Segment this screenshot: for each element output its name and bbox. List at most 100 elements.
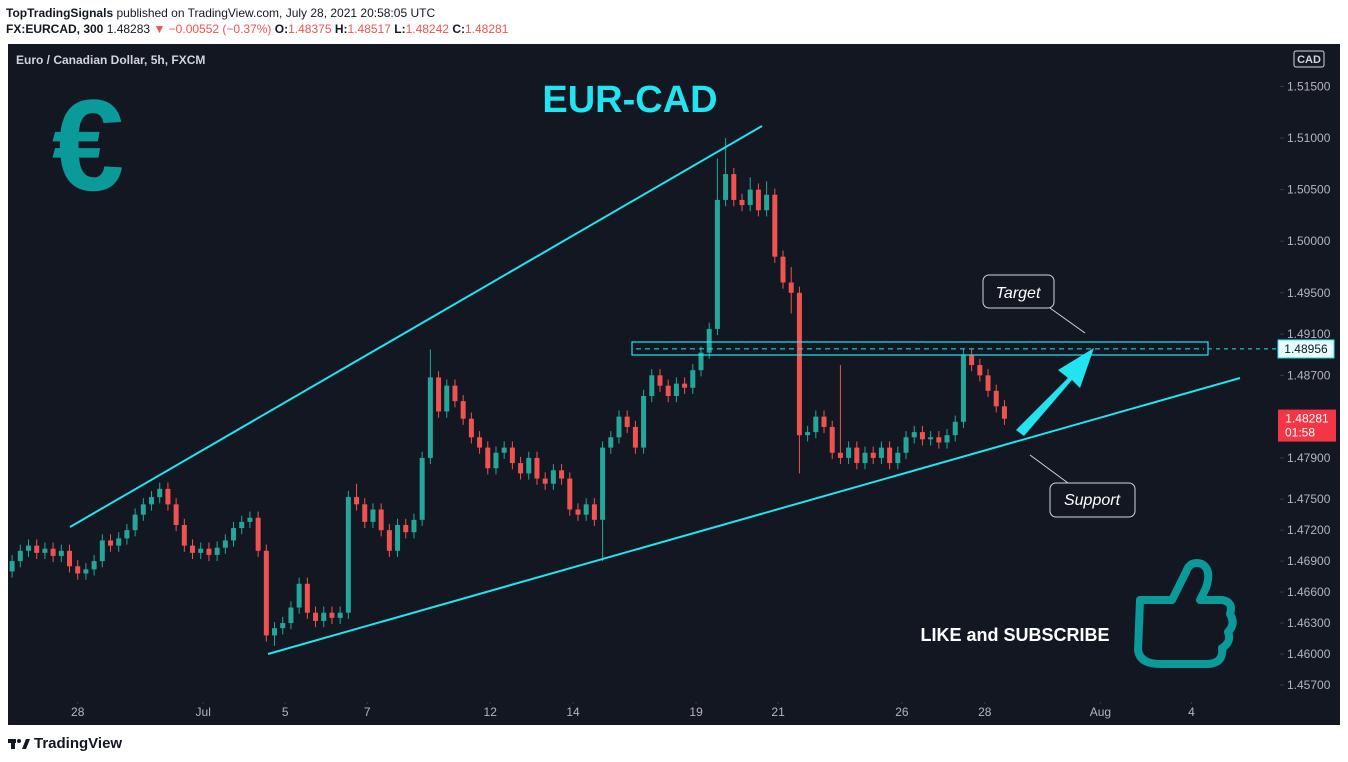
candle-body [173, 504, 179, 525]
x-tick-label: 4 [1188, 705, 1195, 719]
candle-body [780, 256, 786, 283]
candle-body [846, 447, 852, 458]
euro-icon: € [52, 72, 124, 218]
candle-body [272, 628, 278, 636]
h-label: H: [334, 22, 348, 36]
brand: TradingView [34, 735, 123, 752]
candle-body [165, 488, 171, 505]
candle-body [403, 524, 409, 533]
candle-body [313, 612, 319, 621]
candle-body [747, 189, 753, 206]
currency: CAD [1297, 54, 1321, 66]
header-line-2: FX:EURCAD, 300 1.48283 ▼ −0.00552 (−0.37… [6, 21, 508, 37]
candle-body [378, 509, 384, 531]
candle-body [509, 447, 515, 464]
drawings [69, 125, 1241, 655]
candle-body [206, 548, 212, 555]
chart: Euro / Canadian Dollar, 5h, FXCM CAD EUR… [8, 44, 1340, 725]
y-tick-label: 1.45700 [1287, 678, 1331, 692]
support-pointer [1029, 454, 1069, 484]
candle-body [600, 447, 606, 520]
x-tick-label: 28 [978, 705, 992, 719]
candle-body [288, 607, 294, 624]
arrow: ▼ [153, 22, 166, 36]
candle-body [665, 385, 671, 396]
candle-body [591, 504, 597, 520]
candle-body [231, 528, 237, 541]
y-tick-label: 1.49100 [1287, 327, 1331, 341]
target-price: 1.48956 [1284, 342, 1328, 356]
support-trendline [267, 377, 1241, 655]
x-tick-label: 7 [364, 705, 371, 719]
candle-body [386, 530, 392, 551]
candle-body [239, 521, 245, 529]
c-label: C: [452, 22, 465, 36]
candle-body [887, 447, 893, 464]
c: 1.48281 [464, 22, 509, 36]
candle-body [58, 550, 64, 556]
upper-trendline [69, 125, 763, 528]
candle-body [550, 470, 556, 484]
candle-body [813, 416, 819, 433]
target-price-box [1277, 339, 1335, 359]
y-tick-label: 1.49500 [1287, 286, 1331, 300]
candle-body [263, 550, 269, 636]
x-tick-label: Aug [1090, 705, 1111, 719]
candle-body [624, 416, 630, 427]
l: 1.48242 [405, 22, 449, 36]
candle-body [723, 174, 729, 200]
target-callout [982, 274, 1055, 309]
candle-body [50, 548, 56, 556]
candle-body [67, 550, 73, 567]
last: 1.48283 [106, 22, 151, 36]
y-tick-label: 1.46900 [1287, 554, 1331, 568]
candle-body [542, 478, 548, 484]
candle-body [116, 538, 122, 546]
x-tick-label: 26 [895, 705, 909, 719]
candle-body [960, 354, 966, 422]
candle-body [731, 174, 737, 200]
candle-body [764, 194, 770, 211]
legend: Euro / Canadian Dollar, 5h, FXCM [16, 53, 205, 67]
change: −0.00552 (−0.37%) [168, 22, 272, 36]
candle-body [641, 395, 647, 448]
candle-body [247, 517, 253, 522]
o: 1.48375 [288, 22, 332, 36]
countdown: 01:58 [1285, 426, 1315, 440]
candle-body [345, 497, 351, 613]
candle-body [583, 504, 589, 515]
candle-body [649, 375, 655, 396]
candle-body [690, 370, 696, 388]
candle-body [928, 437, 934, 440]
y-tick-label: 1.47200 [1287, 523, 1331, 537]
candle-body [829, 426, 835, 453]
chart-title: EUR-CAD [542, 79, 717, 121]
candles [9, 138, 1007, 646]
candle-body [444, 385, 450, 412]
x-tick-label: 21 [771, 705, 785, 719]
candle-body [903, 437, 909, 453]
published: published on TradingView.com, July 28, 2… [116, 6, 436, 20]
logo-icon [8, 738, 30, 749]
candle-body [321, 612, 327, 621]
candle-body [132, 514, 138, 531]
h: 1.48517 [347, 22, 391, 36]
y-tick-label: 1.47500 [1287, 492, 1331, 506]
candle-body [739, 199, 745, 206]
y-tick-label: 1.47900 [1287, 451, 1331, 465]
candle-body [805, 432, 811, 436]
y-tick-label: 1.48700 [1287, 368, 1331, 382]
candle-body [682, 383, 688, 388]
y-tick-label: 1.46000 [1287, 647, 1331, 661]
last-price: 1.48281 [1285, 412, 1329, 426]
candle-body [862, 452, 868, 464]
candle-body [985, 375, 991, 391]
candle-body [936, 437, 942, 443]
candle-body [108, 540, 114, 546]
candle-body [608, 437, 614, 448]
candle-body [9, 561, 15, 572]
candle-body [821, 416, 827, 427]
candle-body [427, 377, 433, 458]
candle-body [977, 365, 983, 376]
candle-body [362, 504, 368, 522]
